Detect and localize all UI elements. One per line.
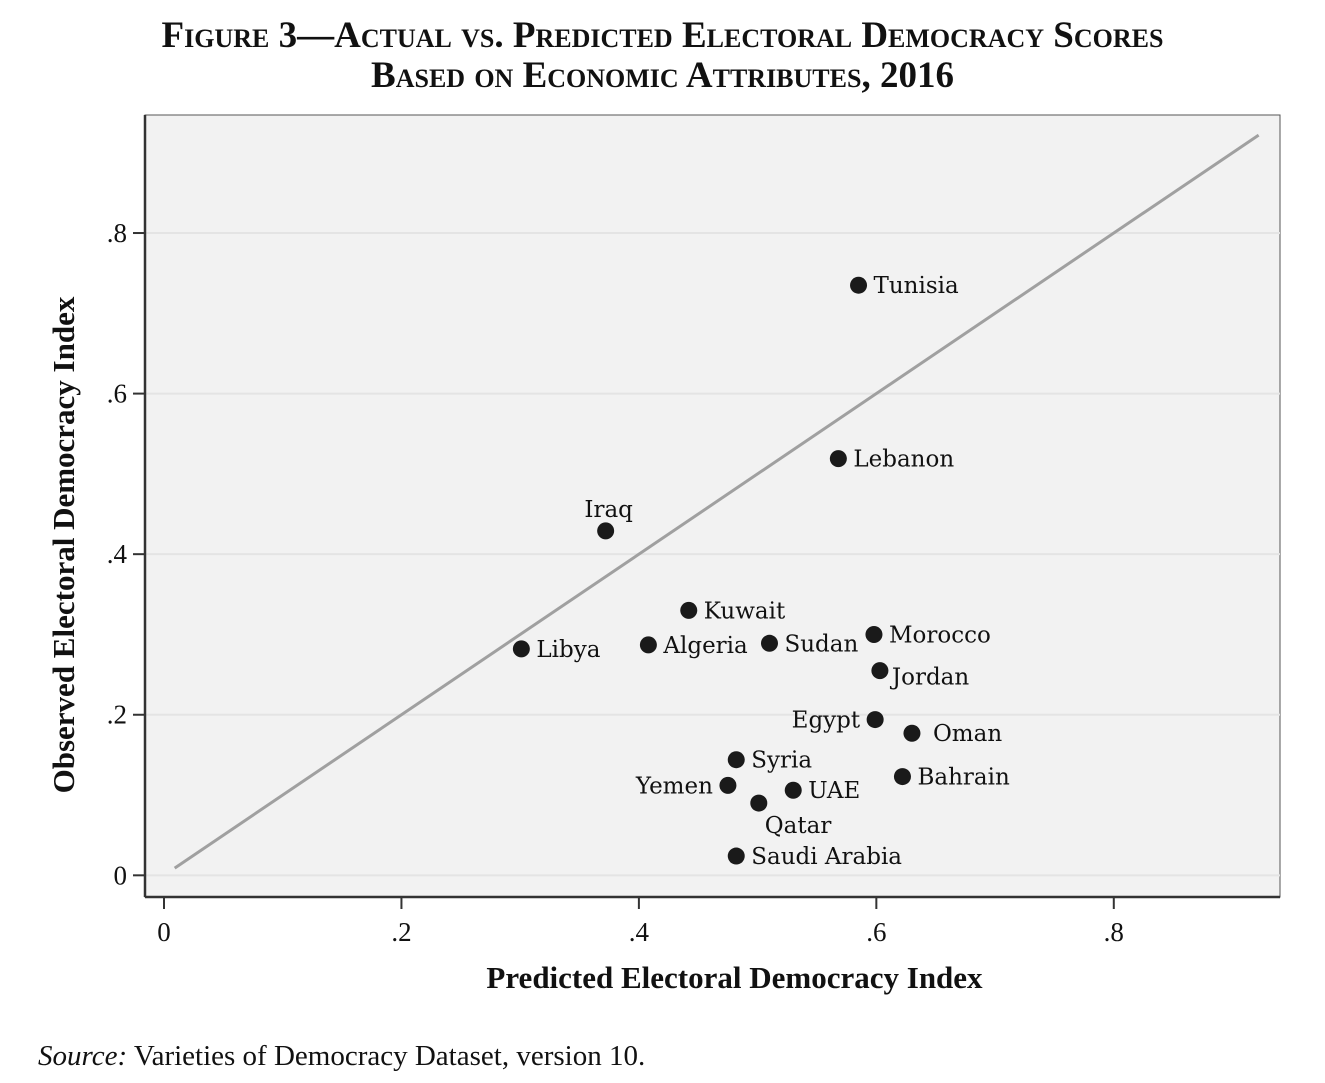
data-point-bahrain <box>893 768 911 786</box>
data-point-syria <box>727 751 745 769</box>
data-point-sudan <box>760 634 778 652</box>
x-axis-label: Predicted Electoral Democracy Index <box>486 960 983 995</box>
y-tick-label: .6 <box>107 379 127 409</box>
point-label: Oman <box>933 721 1002 747</box>
point-label: Sudan <box>784 631 858 657</box>
data-point-iraq <box>597 522 615 540</box>
point-label: Iraq <box>584 497 633 523</box>
data-point-uae <box>784 781 802 799</box>
point-label: Lebanon <box>853 447 954 473</box>
x-tick-label: .8 <box>1104 917 1124 947</box>
data-point-saudi-arabia <box>727 847 745 865</box>
point-label: Bahrain <box>917 765 1009 791</box>
chart-title-line-2: Based on Economic Attributes, 2016 <box>371 55 954 96</box>
reference-line-45deg <box>173 133 1260 870</box>
point-label: Saudi Arabia <box>751 844 902 870</box>
y-axis-label: Observed Electoral Democracy Index <box>46 296 81 793</box>
point-label: Algeria <box>662 633 748 659</box>
point-label: Egypt <box>792 708 861 734</box>
data-point-algeria <box>639 636 657 654</box>
source-text: Varieties of Democracy Dataset, version … <box>127 1040 646 1072</box>
point-label: Jordan <box>890 665 969 691</box>
chart-title-line-1: Figure 3—Actual vs. Predicted Electoral … <box>161 15 1164 56</box>
data-point-morocco <box>865 625 883 643</box>
data-point-oman <box>903 724 921 742</box>
data-point-yemen <box>719 776 737 794</box>
data-point-libya <box>512 640 530 658</box>
source-note: Source: Varieties of Democracy Dataset, … <box>38 1040 645 1073</box>
point-label: Qatar <box>765 813 832 839</box>
data-point-qatar <box>750 794 768 812</box>
y-tick-label: .8 <box>107 218 127 248</box>
source-label: Source: <box>38 1040 128 1072</box>
point-label: UAE <box>808 778 860 804</box>
point-label: Libya <box>536 637 600 663</box>
point-label: Tunisia <box>874 273 959 299</box>
y-tick-label: .4 <box>107 539 128 569</box>
data-point-egypt <box>866 711 884 729</box>
x-tick-label: 0 <box>157 917 171 947</box>
x-tick-label: .2 <box>391 917 411 947</box>
x-tick-label: .6 <box>866 917 886 947</box>
point-label: Yemen <box>635 773 713 799</box>
point-label: Syria <box>751 748 812 774</box>
data-point-tunisia <box>850 276 868 294</box>
point-label: Morocco <box>889 622 991 648</box>
data-point-lebanon <box>829 450 847 468</box>
data-point-jordan <box>871 662 889 680</box>
x-tick-label: .4 <box>629 917 650 947</box>
y-tick-label: 0 <box>114 860 128 890</box>
y-tick-label: .2 <box>107 700 127 730</box>
point-label: Kuwait <box>704 598 786 624</box>
data-point-kuwait <box>680 601 698 619</box>
